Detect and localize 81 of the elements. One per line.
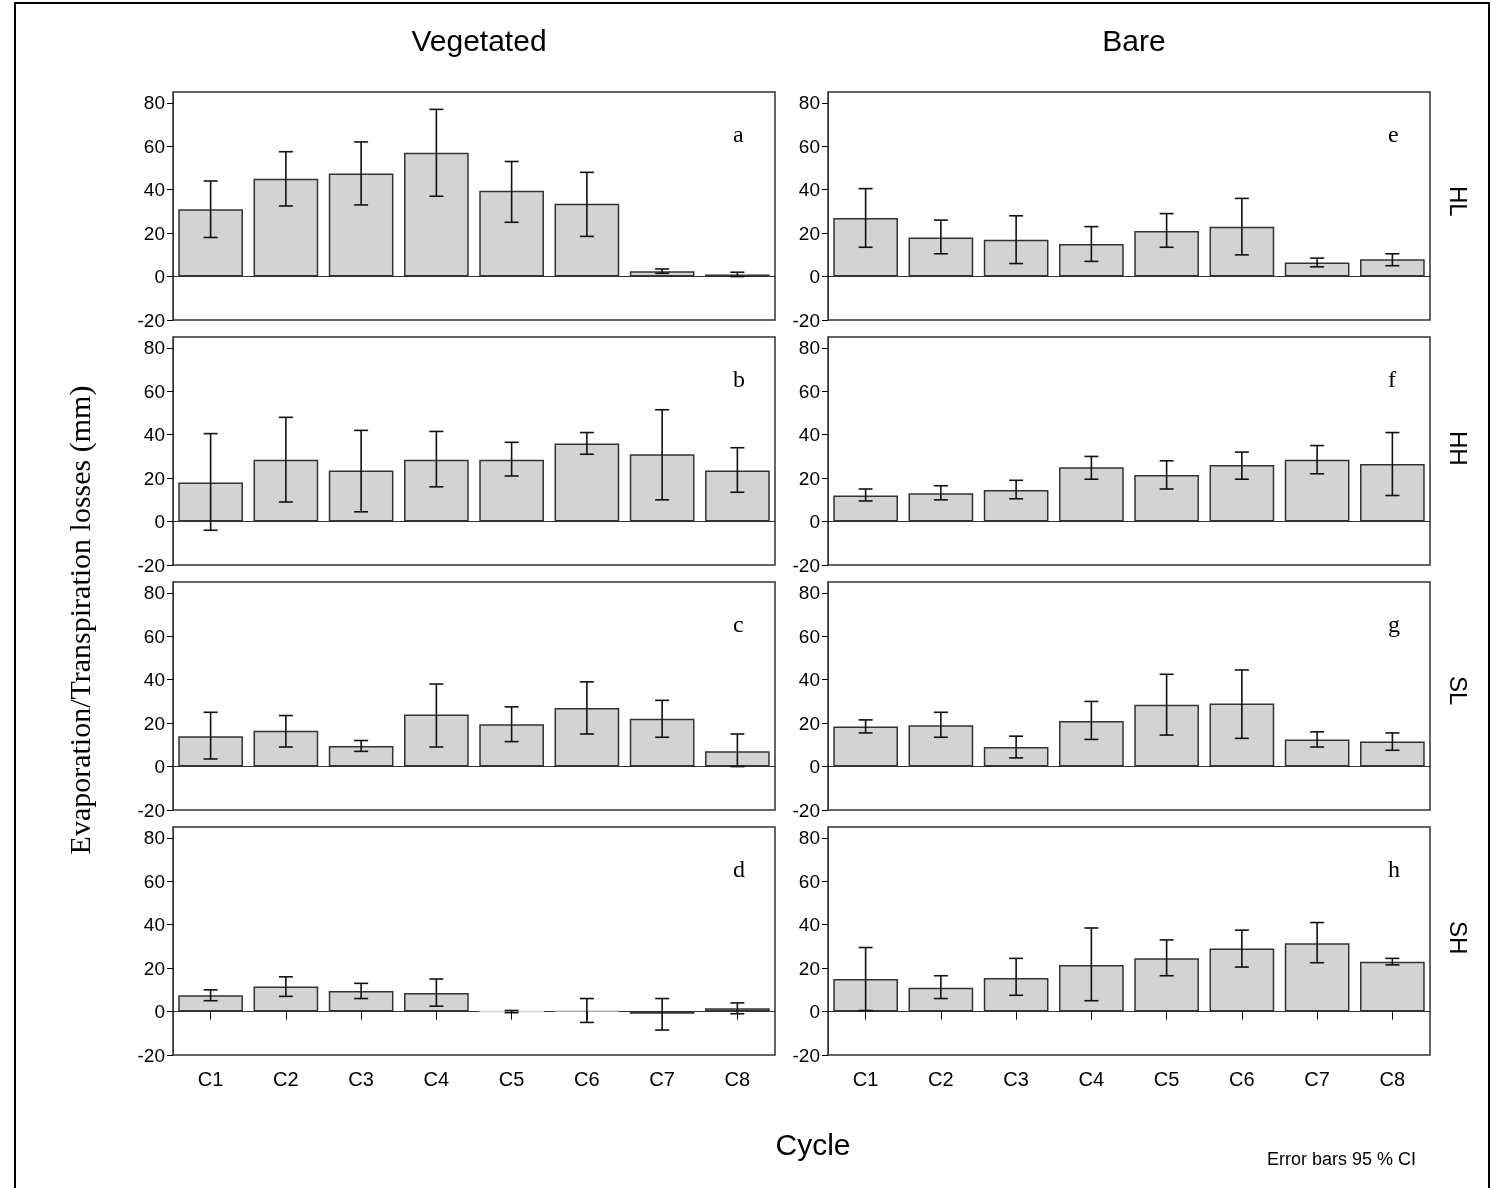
y-tick-label: -20 xyxy=(137,1044,165,1066)
y-tick-label: 80 xyxy=(143,582,165,604)
x-tick-label: C4 xyxy=(423,1068,450,1090)
annotation: e xyxy=(1388,121,1399,147)
annotation: a xyxy=(733,121,744,147)
y-tick-label: 80 xyxy=(143,827,165,849)
x-tick-label: C1 xyxy=(197,1068,224,1090)
x-tick-label: C6 xyxy=(1229,1068,1255,1090)
x-tick-label: C4 xyxy=(1078,1068,1105,1090)
y-tick-label: 60 xyxy=(798,870,820,892)
x-tick-label: C7 xyxy=(1304,1068,1330,1090)
y-tick-label: 40 xyxy=(143,914,165,936)
y-tick-label: 40 xyxy=(143,424,165,446)
y-tick-label: 40 xyxy=(143,669,165,691)
annotation: h xyxy=(1388,856,1400,882)
y-tick-label: -20 xyxy=(792,309,820,331)
x-tick-label: C8 xyxy=(1379,1068,1406,1090)
text: SL xyxy=(1444,676,1472,706)
y-tick-label: -20 xyxy=(137,309,165,331)
y-tick-label: 60 xyxy=(798,135,820,157)
y-tick-label: 60 xyxy=(798,625,820,647)
annotation: b xyxy=(733,366,745,392)
y-tick-label: -20 xyxy=(792,1044,820,1066)
y-tick-label: -20 xyxy=(137,799,165,821)
y-tick-label: 80 xyxy=(143,337,165,359)
text: HL xyxy=(1444,186,1472,217)
y-tick-label: 60 xyxy=(143,380,165,402)
y-tick-label: 40 xyxy=(798,669,820,691)
x-tick-label: C5 xyxy=(498,1068,525,1090)
x-tick-label: C1 xyxy=(852,1068,879,1090)
x-tick-label: C3 xyxy=(348,1068,374,1090)
y-tick-label: -20 xyxy=(792,554,820,576)
text: HH xyxy=(1444,431,1472,466)
y-tick-label: 60 xyxy=(798,380,820,402)
x-axis-title: Cycle xyxy=(775,1128,851,1162)
y-tick-label: 20 xyxy=(798,712,820,734)
y-axis-title: Evaporation/Transpiration losses (mm) xyxy=(63,385,97,855)
text: Error bars 95 % CI xyxy=(1266,1149,1416,1169)
x-tick-label: C2 xyxy=(928,1068,954,1090)
y-tick-label: 20 xyxy=(798,222,820,244)
y-tick-label: 60 xyxy=(143,870,165,892)
x-tick-label: C3 xyxy=(1003,1068,1029,1090)
y-tick-label: 80 xyxy=(798,92,820,114)
annotation: g xyxy=(1388,611,1400,637)
y-tick-label: 80 xyxy=(798,582,820,604)
x-tick-label: C6 xyxy=(574,1068,600,1090)
y-tick-label: 80 xyxy=(798,337,820,359)
y-tick-label: 20 xyxy=(798,467,820,489)
y-tick-label: 40 xyxy=(798,914,820,936)
y-tick-label: 20 xyxy=(143,957,165,979)
y-tick-label: 0 xyxy=(154,511,165,533)
y-tick-label: 40 xyxy=(798,424,820,446)
y-tick-label: 0 xyxy=(809,756,820,778)
y-tick-label: 0 xyxy=(809,266,820,288)
annotation: c xyxy=(733,611,744,637)
y-tick-label: 40 xyxy=(143,179,165,201)
x-tick-label: C8 xyxy=(724,1068,751,1090)
y-tick-label: 0 xyxy=(154,756,165,778)
y-tick-label: 0 xyxy=(809,511,820,533)
y-tick-label: 80 xyxy=(798,827,820,849)
x-tick-label: C7 xyxy=(649,1068,675,1090)
y-tick-label: 20 xyxy=(143,712,165,734)
x-tick-label: C2 xyxy=(273,1068,299,1090)
y-tick-label: 40 xyxy=(798,179,820,201)
y-tick-label: 0 xyxy=(809,1001,820,1023)
y-tick-label: -20 xyxy=(792,799,820,821)
y-tick-label: 20 xyxy=(798,957,820,979)
chart-title: Bare xyxy=(1102,23,1166,57)
y-tick-label: 60 xyxy=(143,625,165,647)
y-tick-label: 80 xyxy=(143,92,165,114)
text: SH xyxy=(1444,921,1472,955)
y-tick-label: 20 xyxy=(143,467,165,489)
y-tick-label: 0 xyxy=(154,266,165,288)
chart-title: Vegetated xyxy=(411,23,547,57)
x-tick-label: C5 xyxy=(1153,1068,1180,1090)
y-tick-label: -20 xyxy=(137,554,165,576)
y-tick-label: 60 xyxy=(143,135,165,157)
annotation: d xyxy=(733,856,745,882)
y-tick-label: 20 xyxy=(143,222,165,244)
y-tick-label: 0 xyxy=(154,1001,165,1023)
annotation: f xyxy=(1388,366,1396,392)
